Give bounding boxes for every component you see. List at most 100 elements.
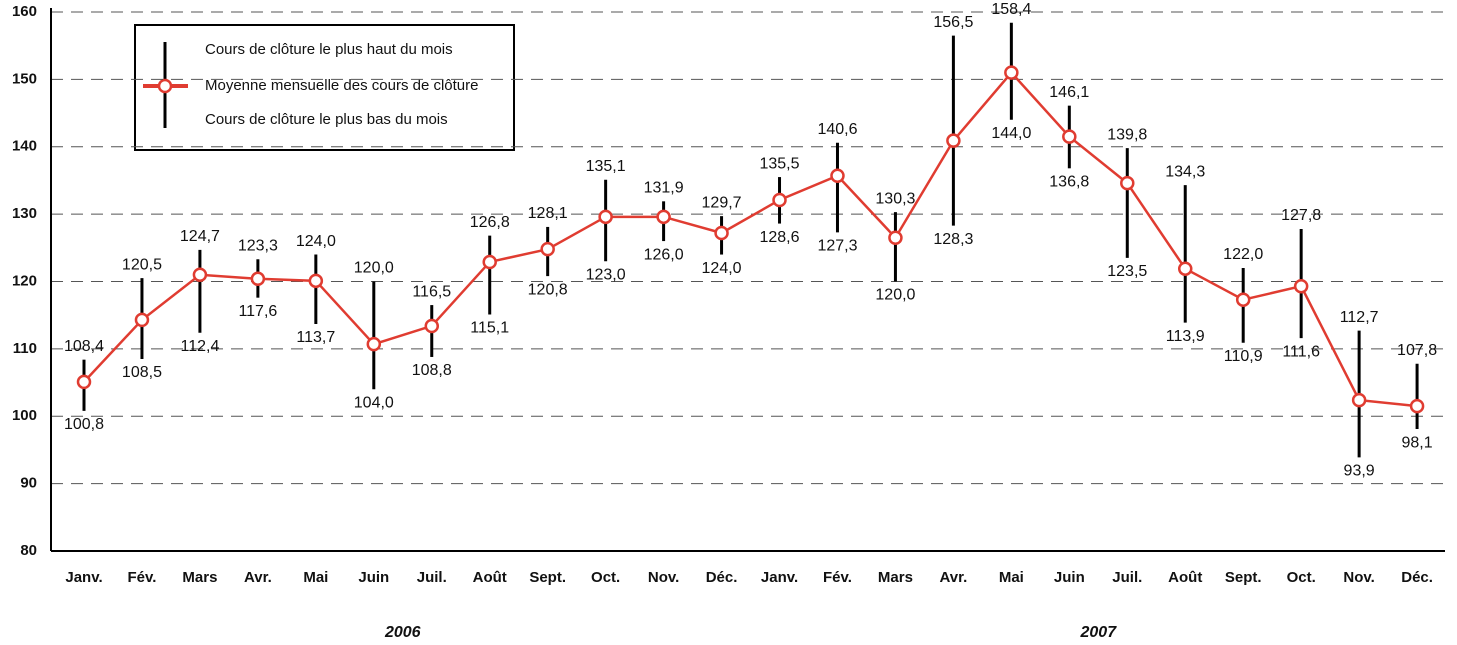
low-label: 120,0 <box>875 287 915 304</box>
x-tick-label: Juil. <box>417 569 447 586</box>
low-label: 98,1 <box>1402 434 1433 451</box>
high-label: 107,8 <box>1397 342 1437 359</box>
mean-marker <box>946 133 961 148</box>
high-label: 122,0 <box>1223 246 1263 263</box>
low-label: 120,8 <box>528 281 568 298</box>
mean-marker <box>888 230 903 245</box>
legend-label: Cours de clôture le plus bas du mois <box>205 111 448 128</box>
high-label: 129,7 <box>702 194 742 211</box>
x-tick-label: Nov. <box>648 569 679 586</box>
low-label: 123,0 <box>586 267 626 284</box>
x-tick-label: Mars <box>182 569 217 586</box>
mean-marker <box>830 168 845 183</box>
mean-marker <box>482 254 497 270</box>
x-tick-label: Juin <box>358 569 389 586</box>
mean-marker <box>424 318 440 334</box>
mean-marker <box>1235 292 1251 307</box>
x-tick-label: Sept. <box>529 569 566 586</box>
mean-marker <box>76 374 92 390</box>
high-label: 130,3 <box>875 190 915 207</box>
low-label: 108,8 <box>412 362 452 379</box>
mean-marker <box>714 225 729 241</box>
x-tick-label: Oct. <box>591 569 620 586</box>
low-label: 124,0 <box>702 260 742 277</box>
mean-marker <box>540 241 555 257</box>
x-tick-label: Janv. <box>761 569 798 586</box>
y-tick-label: 150 <box>12 70 37 87</box>
low-label: 117,6 <box>238 303 277 320</box>
x-tick-label: Mars <box>878 569 913 586</box>
low-label: 93,9 <box>1344 463 1375 480</box>
legend-label: Cours de clôture le plus haut du mois <box>205 41 453 58</box>
y-tick-label: 160 <box>12 3 37 20</box>
mean-marker <box>1293 278 1309 294</box>
y-tick-label: 90 <box>20 475 37 492</box>
high-label: 128,1 <box>528 205 568 222</box>
mean-marker <box>1062 129 1077 144</box>
mean-line <box>83 70 1418 408</box>
high-label: 123,3 <box>238 237 278 254</box>
x-tick-label: Janv. <box>65 569 102 586</box>
high-label: 116,5 <box>412 283 451 300</box>
x-tick-label: Oct. <box>1287 569 1316 586</box>
year-label: 2006 <box>384 624 421 641</box>
mean-marker <box>1409 398 1425 414</box>
x-tick-label: Août <box>473 569 507 586</box>
x-tick-label: Avr. <box>244 569 272 586</box>
high-label: 120,5 <box>122 256 162 273</box>
high-label: 139,8 <box>1107 126 1147 143</box>
x-tick-label: Déc. <box>706 569 738 586</box>
x-tick-label: Nov. <box>1343 569 1374 586</box>
x-tick-label: Sept. <box>1225 569 1262 586</box>
low-label: 113,9 <box>1166 328 1205 345</box>
legend-mean-marker <box>157 78 173 94</box>
low-label: 128,3 <box>933 231 973 248</box>
low-label: 111,6 <box>1282 343 1320 360</box>
x-tick-label: Mai <box>303 569 328 586</box>
x-tick-label: Août <box>1168 569 1202 586</box>
y-tick-label: 140 <box>12 138 37 155</box>
x-tick-label: Juil. <box>1112 569 1142 586</box>
high-label: 126,8 <box>470 214 510 231</box>
year-label: 2007 <box>1080 624 1118 641</box>
mean-marker <box>250 271 266 287</box>
high-label: 146,1 <box>1049 84 1089 101</box>
high-label: 124,7 <box>180 228 220 245</box>
high-label: 131,9 <box>644 180 684 197</box>
legend-label: Moyenne mensuelle des cours de clôture <box>205 77 479 94</box>
high-label: 156,5 <box>933 14 973 31</box>
y-tick-label: 100 <box>12 407 37 424</box>
mean-marker <box>1177 261 1193 276</box>
low-label: 126,0 <box>644 246 684 263</box>
y-tick-label: 130 <box>12 205 37 222</box>
low-label: 113,7 <box>296 329 335 346</box>
high-label: 127,8 <box>1281 207 1321 224</box>
mean-marker <box>1004 65 1019 80</box>
mean-marker <box>656 209 671 225</box>
mean-marker <box>366 336 382 352</box>
mean-marker <box>1120 175 1135 191</box>
y-tick-label: 80 <box>20 542 37 559</box>
low-label: 100,8 <box>64 416 104 433</box>
high-label: 120,0 <box>354 260 394 277</box>
x-tick-label: Déc. <box>1401 569 1433 586</box>
mean-marker <box>1351 392 1367 408</box>
x-tick-label: Fév. <box>823 569 852 586</box>
low-label: 110,9 <box>1224 348 1263 365</box>
high-label: 124,0 <box>296 233 336 250</box>
mean-marker <box>134 312 150 328</box>
high-label: 135,1 <box>586 158 626 175</box>
low-label: 128,6 <box>759 229 799 246</box>
y-tick-label: 110 <box>13 340 37 357</box>
legend-box <box>134 24 515 151</box>
low-label: 136,8 <box>1049 174 1089 191</box>
high-label: 140,6 <box>817 121 857 138</box>
low-label: 123,5 <box>1107 263 1147 280</box>
mean-marker <box>192 267 208 283</box>
x-tick-label: Mai <box>999 569 1024 586</box>
high-label: 134,3 <box>1165 163 1205 180</box>
low-label: 112,4 <box>180 338 219 355</box>
x-tick-label: Fév. <box>128 569 157 586</box>
mean-marker <box>308 273 324 289</box>
high-label: 135,5 <box>759 155 799 172</box>
